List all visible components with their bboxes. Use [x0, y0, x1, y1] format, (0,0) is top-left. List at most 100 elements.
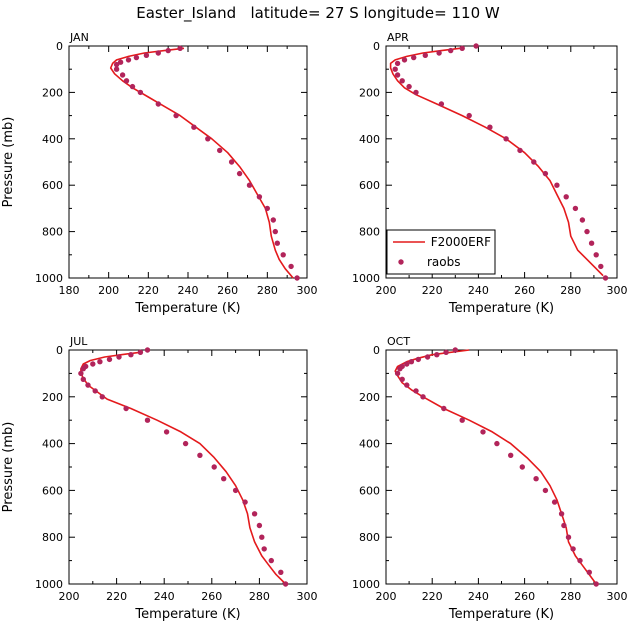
- panel-apr-raobs-point: [598, 263, 604, 270]
- panel-jul-series-f2000erf-line: [80, 351, 287, 585]
- panel-oct-x-tick-label: 300: [607, 590, 628, 603]
- panel-jan-raobs-point: [236, 170, 243, 177]
- panel-jul-y-axis-title: Pressure (mb): [1, 422, 16, 513]
- panel-oct-raobs-point: [452, 347, 458, 353]
- panel-jul-x-tick-label: 280: [249, 590, 270, 603]
- panel-jul-raobs-point: [80, 366, 87, 372]
- panel-apr-raobs-point: [406, 83, 412, 90]
- panel-apr-raobs-point: [399, 78, 405, 84]
- panel-apr-raobs-point: [517, 147, 523, 154]
- panel-oct-raobs-point: [519, 464, 525, 470]
- panel-jan-x-tick-label: 200: [98, 284, 119, 297]
- panel-jul-raobs-point: [106, 356, 113, 363]
- panel-oct-raobs-point: [480, 429, 486, 435]
- panel-oct-raobs-point: [570, 546, 576, 552]
- panel-apr-raobs-point: [394, 72, 401, 78]
- panel-jan-raobs-point: [228, 159, 235, 165]
- panel-apr-raobs-point: [487, 124, 493, 130]
- panel-jan-raobs-point: [165, 47, 171, 54]
- panel-apr-raobs-point: [401, 57, 408, 63]
- panel-oct-raobs-point: [561, 522, 567, 529]
- panel-oct-raobs-point: [434, 352, 440, 358]
- panel-oct-raobs-point: [441, 405, 447, 412]
- panel-apr-raobs-point: [413, 89, 419, 96]
- panel-apr-x-tick-label: 280: [560, 284, 581, 297]
- panel-jan-raobs-point: [246, 182, 253, 188]
- panel-jul-raobs-point: [85, 382, 91, 388]
- panel-oct-y-tick-label: 0: [373, 344, 380, 357]
- panel-jul-raobs-point: [116, 354, 122, 360]
- panel-apr-y-tick-label: 1000: [352, 272, 380, 285]
- panel-jan-raobs-point: [123, 78, 130, 84]
- panel-oct-raobs-point: [424, 354, 431, 360]
- panel-jul-raobs-point: [144, 417, 151, 423]
- panel-jan-x-tick-label: 260: [217, 284, 238, 297]
- panel-jan-x-tick-label: 280: [257, 284, 278, 297]
- panel-jan-frame: [68, 45, 308, 279]
- panel-oct-x-tick-label: 240: [468, 590, 489, 603]
- panel-apr-x-tick-label: 220: [422, 284, 443, 297]
- panel-oct-raobs-point: [408, 359, 415, 365]
- panel-jul-y-tick-label: 600: [42, 484, 63, 497]
- panel-apr-raobs-point: [411, 54, 417, 61]
- panel-jan-raobs-point: [129, 83, 136, 90]
- panel-jul-x-tick-label: 220: [106, 590, 127, 603]
- panel-jan-y-tick-label: 400: [42, 133, 63, 146]
- panel-jan-x-tick-label: 300: [297, 284, 318, 297]
- panel-jul-raobs-point: [128, 352, 134, 358]
- panel-jul-raobs-point: [268, 557, 274, 564]
- panel-apr-raobs-point: [448, 47, 454, 54]
- panel-oct-raobs-point: [494, 440, 500, 447]
- panel-oct-series-f2000erf-line: [394, 349, 597, 585]
- panel-oct-raobs-point: [533, 476, 539, 482]
- panel-oct-raobs-point: [542, 487, 549, 494]
- panel-apr-x-tick-label: 260: [514, 284, 535, 297]
- panel-apr-raobs-point: [503, 136, 509, 142]
- panel-jul-raobs-point: [251, 511, 258, 517]
- panel-oct-raobs-point: [508, 452, 514, 458]
- panel-oct-raobs-point: [593, 581, 599, 587]
- panel-apr-raobs-point: [554, 182, 560, 188]
- panel-jul-raobs-point: [163, 429, 170, 435]
- panel-oct-raobs-point: [415, 356, 421, 363]
- panel-jul-y-tick-label: 1000: [35, 578, 63, 591]
- panel-oct-y-tick-label: 200: [359, 391, 380, 404]
- panel-oct-x-tick-label: 260: [514, 590, 535, 603]
- panel-apr-raobs-point: [422, 52, 428, 58]
- panel-apr-x-tick-label: 300: [607, 284, 628, 297]
- panel-oct-raobs-point: [420, 394, 426, 400]
- panel-oct-y-tick-label: 600: [359, 484, 380, 497]
- panel-apr-raobs-point: [602, 275, 609, 281]
- panel-jul-raobs-point: [242, 499, 248, 505]
- panel-jan-raobs-point: [117, 59, 124, 65]
- panel-apr-raobs-point: [563, 194, 569, 200]
- panel-jan-raobs-point: [173, 112, 179, 119]
- panel-jul-raobs-point: [137, 349, 144, 355]
- panel-apr-y-tick-label: 600: [359, 179, 380, 192]
- panel-jan-y-tick-label: 0: [56, 40, 63, 53]
- panel-jan-raobs-point: [137, 89, 144, 96]
- panel-jan-raobs-point: [205, 136, 211, 142]
- panel-oct-raobs-point: [551, 499, 558, 505]
- panel-jan-raobs-point: [143, 52, 150, 58]
- panel-jul-y-tick-label: 200: [42, 391, 63, 404]
- panel-jul-y-tick-label: 400: [42, 438, 63, 451]
- panel-apr-series-f2000erf-line: [389, 47, 604, 277]
- panel-jan-raobs-point: [191, 124, 197, 130]
- panel-jan-x-tick-label: 180: [59, 284, 80, 297]
- panel-oct-frame: [385, 349, 618, 585]
- panel-jan-y-tick-label: 600: [42, 179, 63, 192]
- panel-apr-x-axis-title: Temperature (K): [448, 301, 554, 316]
- panel-jan-x-axis-title: Temperature (K): [134, 301, 240, 316]
- panel-oct-y-tick-label: 400: [359, 438, 380, 451]
- panel-jul-raobs-point: [80, 376, 87, 382]
- panel-jan-y-tick-label: 1000: [35, 272, 63, 285]
- panel-jul-raobs-point: [144, 347, 151, 353]
- panel-apr-raobs-point: [579, 217, 586, 223]
- panel-apr-raobs-point: [392, 66, 398, 72]
- panel-apr-raobs-point: [438, 101, 445, 107]
- panel-jan-x-tick-label: 240: [178, 284, 199, 297]
- panel-jul-y-tick-label: 800: [42, 531, 63, 544]
- panel-jul-raobs-point: [197, 452, 203, 458]
